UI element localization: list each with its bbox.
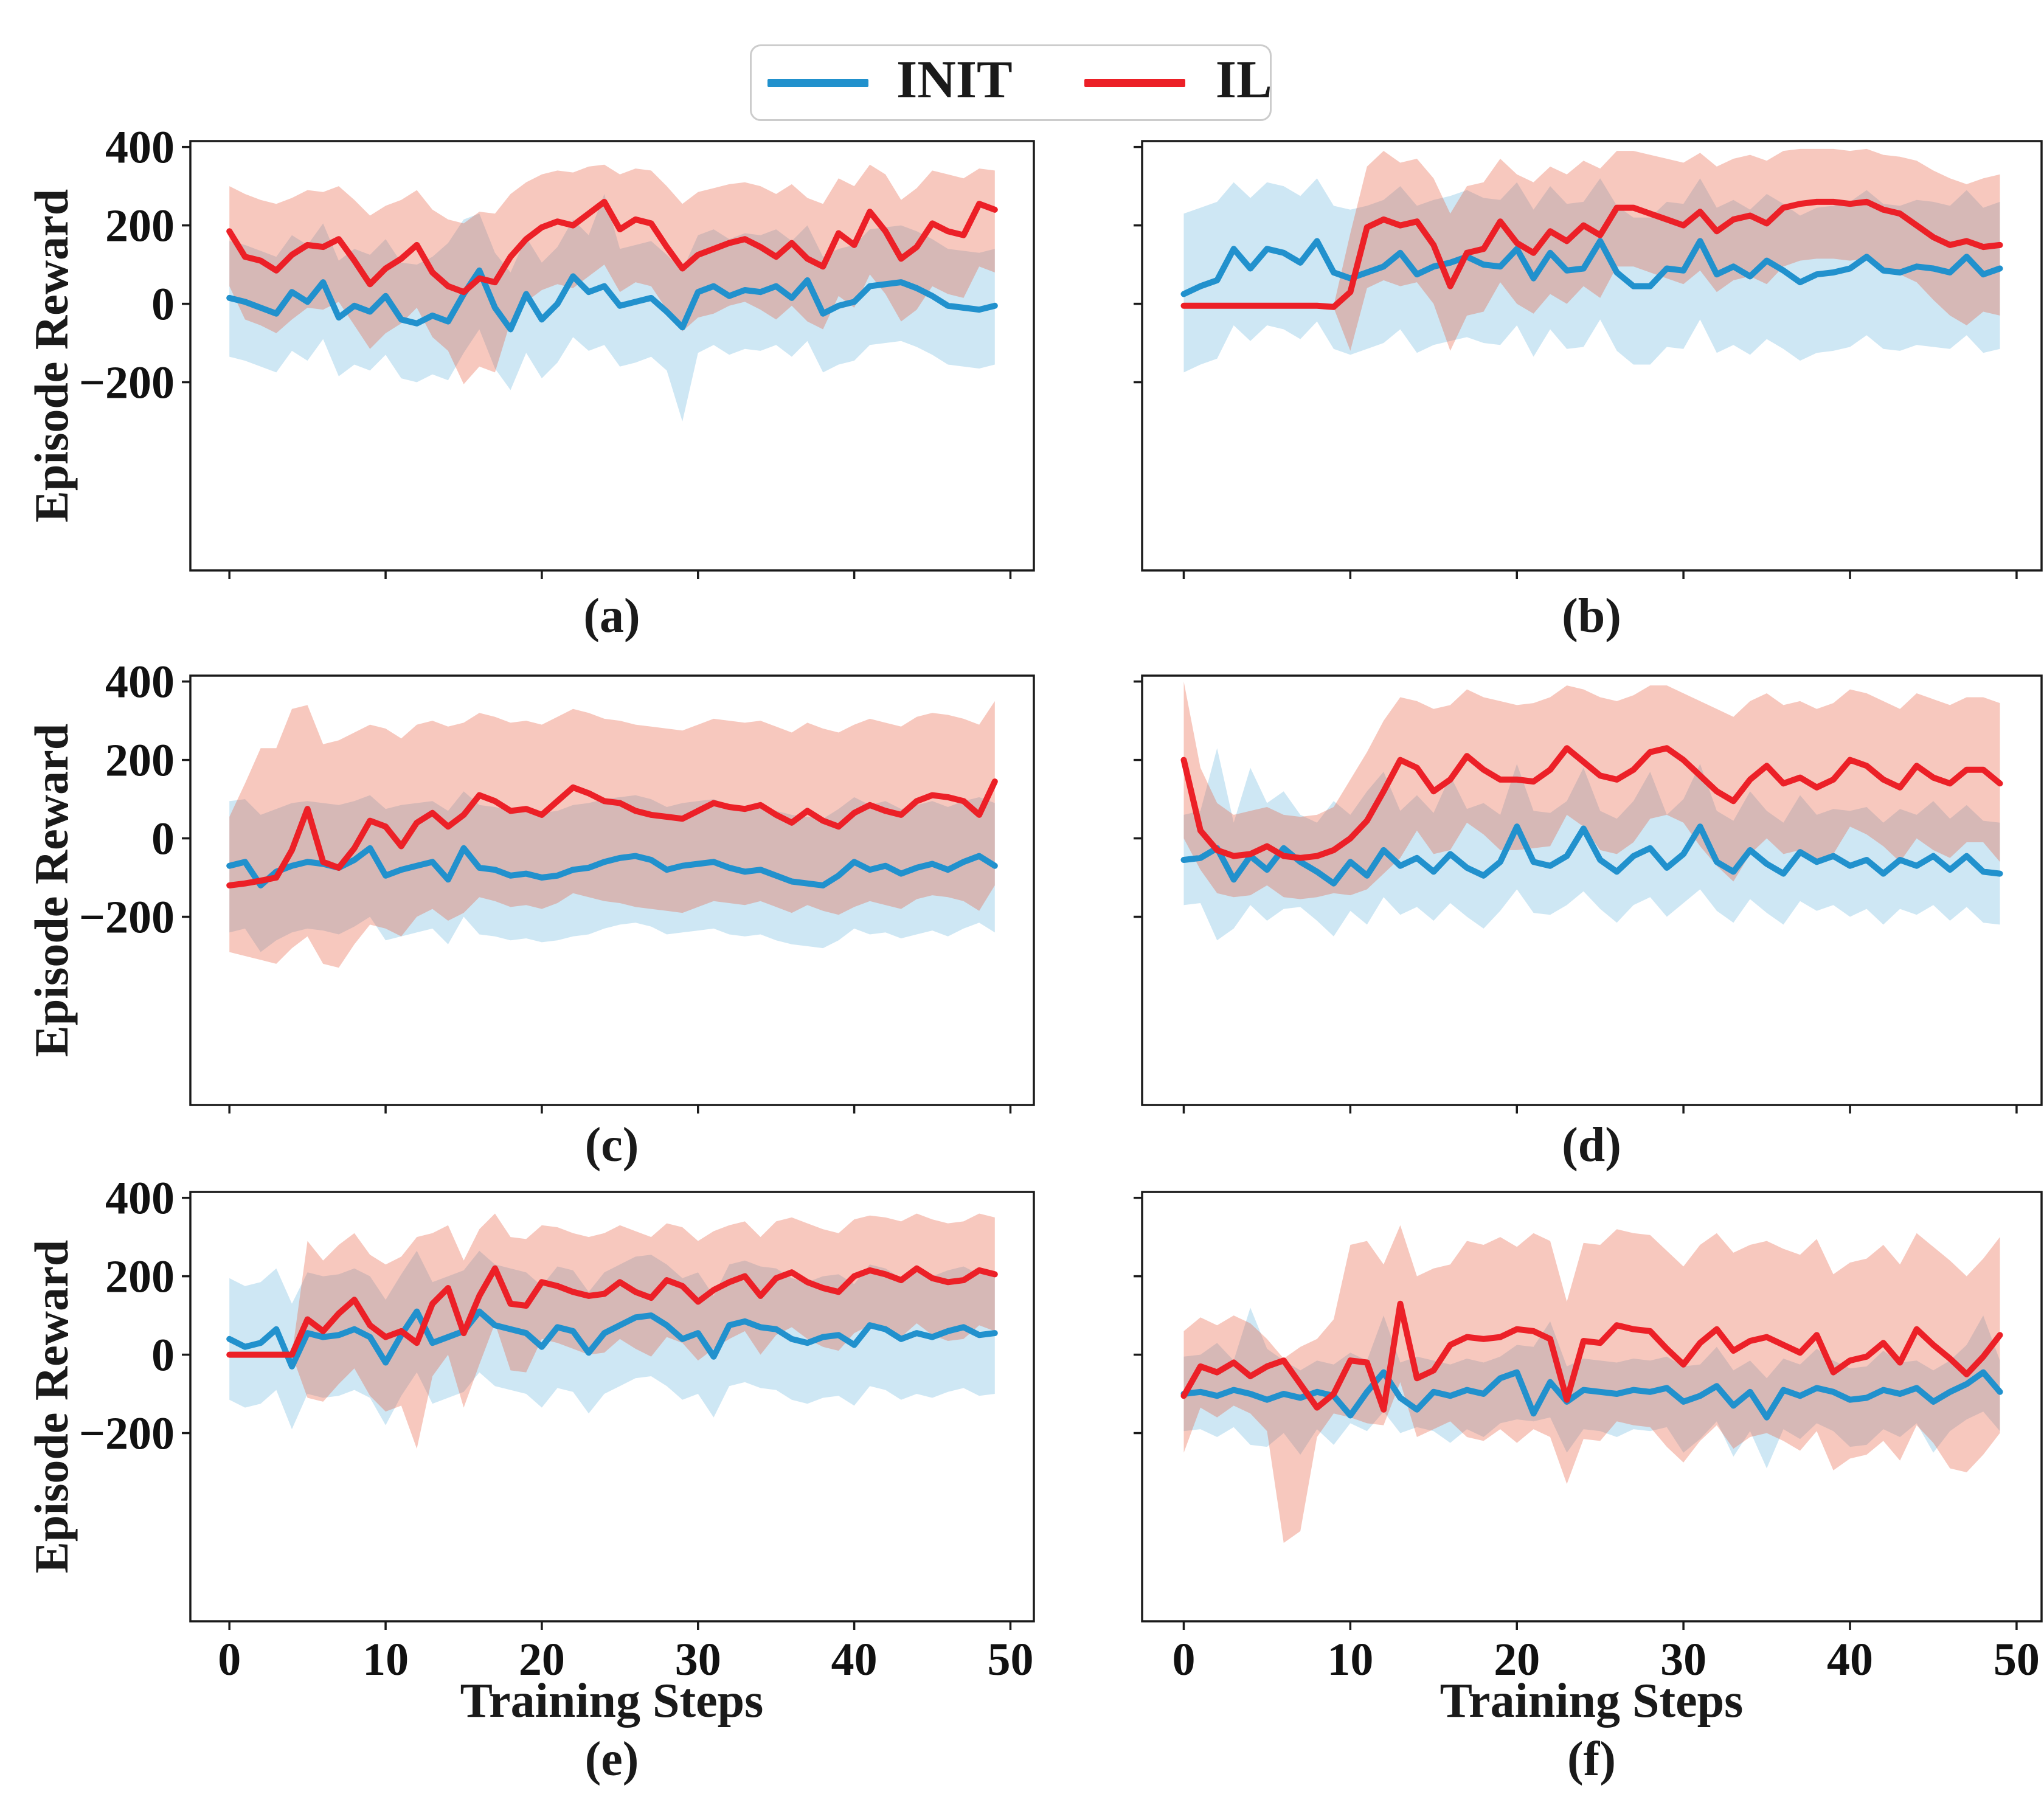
il-line: [226, 778, 998, 888]
init-line: [1180, 1369, 2003, 1421]
il-line: [1180, 1300, 2003, 1413]
init-line: [1180, 823, 2003, 887]
init-band: [1183, 178, 2000, 373]
y-axis-label-row1: Episode Reward: [25, 189, 78, 523]
tick-label: 0: [151, 814, 175, 865]
init-line: [226, 267, 998, 333]
tick-label: 400: [105, 657, 175, 708]
il-line: [226, 1265, 998, 1358]
init-band: [229, 791, 995, 952]
legend-box: INIT IL: [750, 44, 1272, 121]
axes-frame: [189, 1191, 1035, 1623]
tick-label: 200: [105, 735, 175, 786]
axes-frame: [189, 140, 1035, 572]
il-band: [229, 164, 995, 384]
panel-letter-c: (c): [584, 1118, 639, 1172]
tick-label: 10: [362, 1634, 409, 1685]
panel-d-chart: [1134, 674, 2043, 1114]
x-axis-label-col1: Training Steps: [460, 1674, 764, 1728]
init-legend-label: INIT: [896, 50, 1013, 109]
tick-label: 30: [675, 1634, 721, 1685]
tick-label: 20: [519, 1634, 565, 1685]
x-axis-label-col2: Training Steps: [1439, 1674, 1744, 1728]
tick-label: 0: [1172, 1634, 1195, 1685]
tick-label: −200: [79, 1408, 175, 1460]
il-band: [1183, 1225, 2000, 1543]
axes-frame: [1141, 1191, 2043, 1623]
tick-label: 20: [1494, 1634, 1540, 1685]
panel-letter-b: (b): [1562, 589, 1621, 643]
panel-a-chart: 400 200 0 −200: [79, 122, 1035, 579]
tick-label: 50: [987, 1634, 1033, 1685]
init-legend-swatch: [767, 78, 868, 87]
panel-e-chart: 0 10 20 30 40 50 400 200 0 −200: [79, 1173, 1035, 1685]
il-legend-swatch: [1084, 78, 1185, 87]
axes-frame: [189, 674, 1035, 1106]
init-line: [226, 845, 998, 888]
panel-letter-f: (f): [1567, 1733, 1616, 1786]
panel-letter-e: (e): [584, 1733, 639, 1786]
il-band: [229, 701, 995, 968]
panel-b-chart: [1134, 140, 2043, 579]
tick-label: −200: [79, 892, 175, 943]
axes-frame: [1141, 140, 2043, 572]
panel-letter-d: (d): [1562, 1118, 1621, 1172]
axes-frame: [1141, 674, 2043, 1106]
panel-f-chart: 0 10 20 30 40 50: [1134, 1191, 2043, 1685]
panel-c-chart: 400 200 0 −200: [79, 657, 1035, 1114]
il-band: [1183, 681, 2000, 899]
tick-label: 400: [105, 122, 175, 173]
init-line: [226, 1308, 998, 1370]
il-line: [1180, 198, 2003, 310]
tick-label: 30: [1660, 1634, 1706, 1685]
init-band: [229, 1250, 995, 1430]
tick-label: 200: [105, 1252, 175, 1303]
panel-letter-a: (a): [583, 589, 640, 643]
tick-label: 0: [151, 1330, 175, 1381]
il-line: [226, 198, 998, 296]
tick-label: 200: [105, 201, 175, 252]
tick-label: 10: [1327, 1634, 1373, 1685]
y-axis-label-row2: Episode Reward: [25, 723, 78, 1058]
tick-label: 0: [151, 279, 175, 330]
il-legend-label: IL: [1215, 50, 1272, 109]
tick-label: −200: [79, 358, 175, 409]
tick-label: 400: [105, 1173, 175, 1224]
tick-label: 0: [218, 1634, 241, 1685]
tick-label: 40: [831, 1634, 878, 1685]
init-line: [1180, 238, 2003, 297]
tick-label: 40: [1827, 1634, 1873, 1685]
y-axis-label-row3: Episode Reward: [25, 1239, 78, 1574]
il-line: [1180, 745, 2003, 861]
tick-label: 50: [1994, 1634, 2040, 1685]
